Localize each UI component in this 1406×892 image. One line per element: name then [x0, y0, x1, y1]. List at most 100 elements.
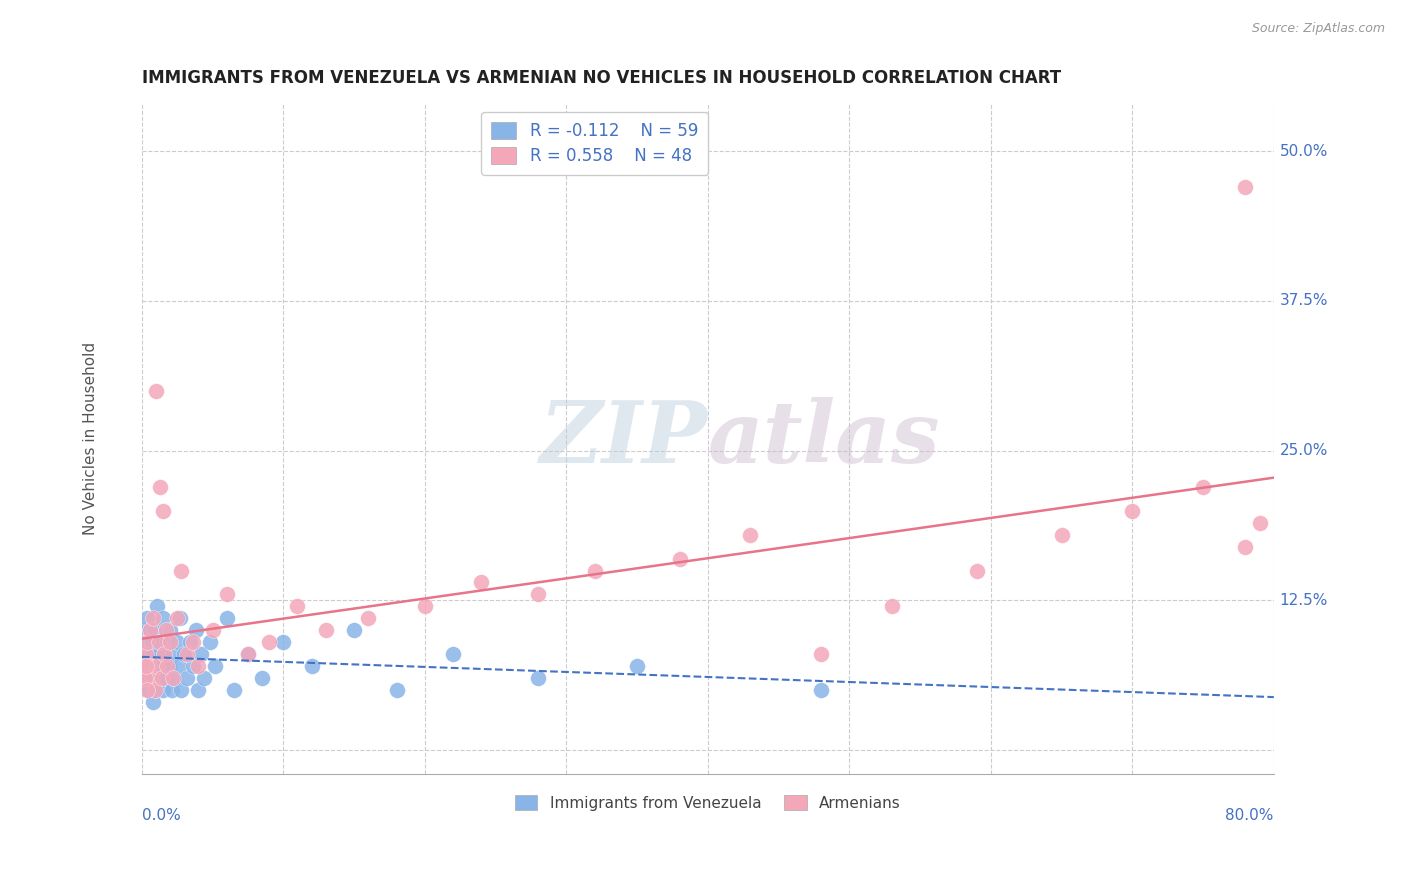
Point [139, 671, 162, 685]
Point [315, 624, 337, 638]
Point [441, 648, 464, 662]
Point [222, 683, 245, 698]
Point [146, 599, 169, 614]
Point [136, 635, 159, 649]
Point [139, 624, 162, 638]
Point [138, 659, 160, 673]
Point [162, 648, 184, 662]
Point [159, 635, 181, 649]
Point [179, 635, 201, 649]
Point [173, 648, 195, 662]
Point [146, 659, 169, 673]
Point [160, 683, 183, 698]
Point [156, 635, 179, 649]
Point [810, 683, 832, 698]
Point [810, 648, 832, 662]
Point [167, 659, 190, 673]
Point [343, 624, 366, 638]
Point [155, 624, 177, 638]
Point [257, 635, 280, 649]
Point [1249, 516, 1271, 530]
Point [740, 527, 762, 541]
Text: 25.0%: 25.0% [1279, 443, 1327, 458]
Point [273, 635, 295, 649]
Text: 50.0%: 50.0% [1279, 144, 1327, 159]
Point [143, 671, 166, 685]
Point [176, 671, 198, 685]
Text: 80.0%: 80.0% [1226, 807, 1274, 822]
Point [149, 480, 172, 494]
Point [157, 659, 180, 673]
Point [149, 635, 172, 649]
Point [143, 683, 166, 698]
Point [357, 611, 380, 625]
Point [668, 551, 690, 566]
Text: 12.5%: 12.5% [1279, 593, 1327, 608]
Text: 0.0%: 0.0% [142, 807, 180, 822]
Point [1050, 527, 1073, 541]
Point [626, 659, 648, 673]
Point [138, 683, 160, 698]
Point [152, 683, 174, 698]
Point [170, 683, 193, 698]
Point [880, 599, 903, 614]
Point [527, 587, 550, 601]
Point [966, 564, 988, 578]
Point [141, 659, 163, 673]
Text: ZIP: ZIP [540, 397, 707, 481]
Point [136, 683, 159, 698]
Point [1234, 180, 1257, 194]
Point [163, 671, 186, 685]
Point [162, 671, 184, 685]
Legend: Immigrants from Venezuela, Armenians: Immigrants from Venezuela, Armenians [509, 789, 907, 817]
Point [201, 624, 224, 638]
Text: IMMIGRANTS FROM VENEZUELA VS ARMENIAN NO VEHICLES IN HOUSEHOLD CORRELATION CHART: IMMIGRANTS FROM VENEZUELA VS ARMENIAN NO… [142, 69, 1062, 87]
Point [181, 635, 204, 649]
Point [190, 648, 212, 662]
Point [135, 648, 157, 662]
Point [141, 635, 163, 649]
Point [187, 659, 209, 673]
Point [159, 624, 181, 638]
Text: 37.5%: 37.5% [1279, 293, 1327, 309]
Point [152, 503, 174, 517]
Point [152, 611, 174, 625]
Point [136, 659, 159, 673]
Point [132, 648, 155, 662]
Text: Source: ZipAtlas.com: Source: ZipAtlas.com [1251, 22, 1385, 36]
Point [236, 648, 259, 662]
Point [150, 671, 173, 685]
Point [1192, 480, 1215, 494]
Point [135, 659, 157, 673]
Point [583, 564, 606, 578]
Point [148, 648, 170, 662]
Point [181, 659, 204, 673]
Point [145, 659, 167, 673]
Point [150, 659, 173, 673]
Point [287, 599, 309, 614]
Point [141, 671, 163, 685]
Point [1234, 540, 1257, 554]
Text: No Vehicles in Household: No Vehicles in Household [83, 343, 98, 535]
Point [470, 575, 492, 590]
Point [1121, 503, 1143, 517]
Point [413, 599, 436, 614]
Point [250, 671, 273, 685]
Point [145, 384, 167, 398]
Point [187, 683, 209, 698]
Point [215, 611, 238, 625]
Point [198, 635, 221, 649]
Point [135, 635, 157, 649]
Point [170, 564, 193, 578]
Point [166, 635, 188, 649]
Point [142, 648, 165, 662]
Point [156, 659, 179, 673]
Point [176, 648, 198, 662]
Point [134, 671, 156, 685]
Point [134, 624, 156, 638]
Point [138, 648, 160, 662]
Point [153, 648, 176, 662]
Point [142, 611, 165, 625]
Point [139, 624, 162, 638]
Point [166, 611, 188, 625]
